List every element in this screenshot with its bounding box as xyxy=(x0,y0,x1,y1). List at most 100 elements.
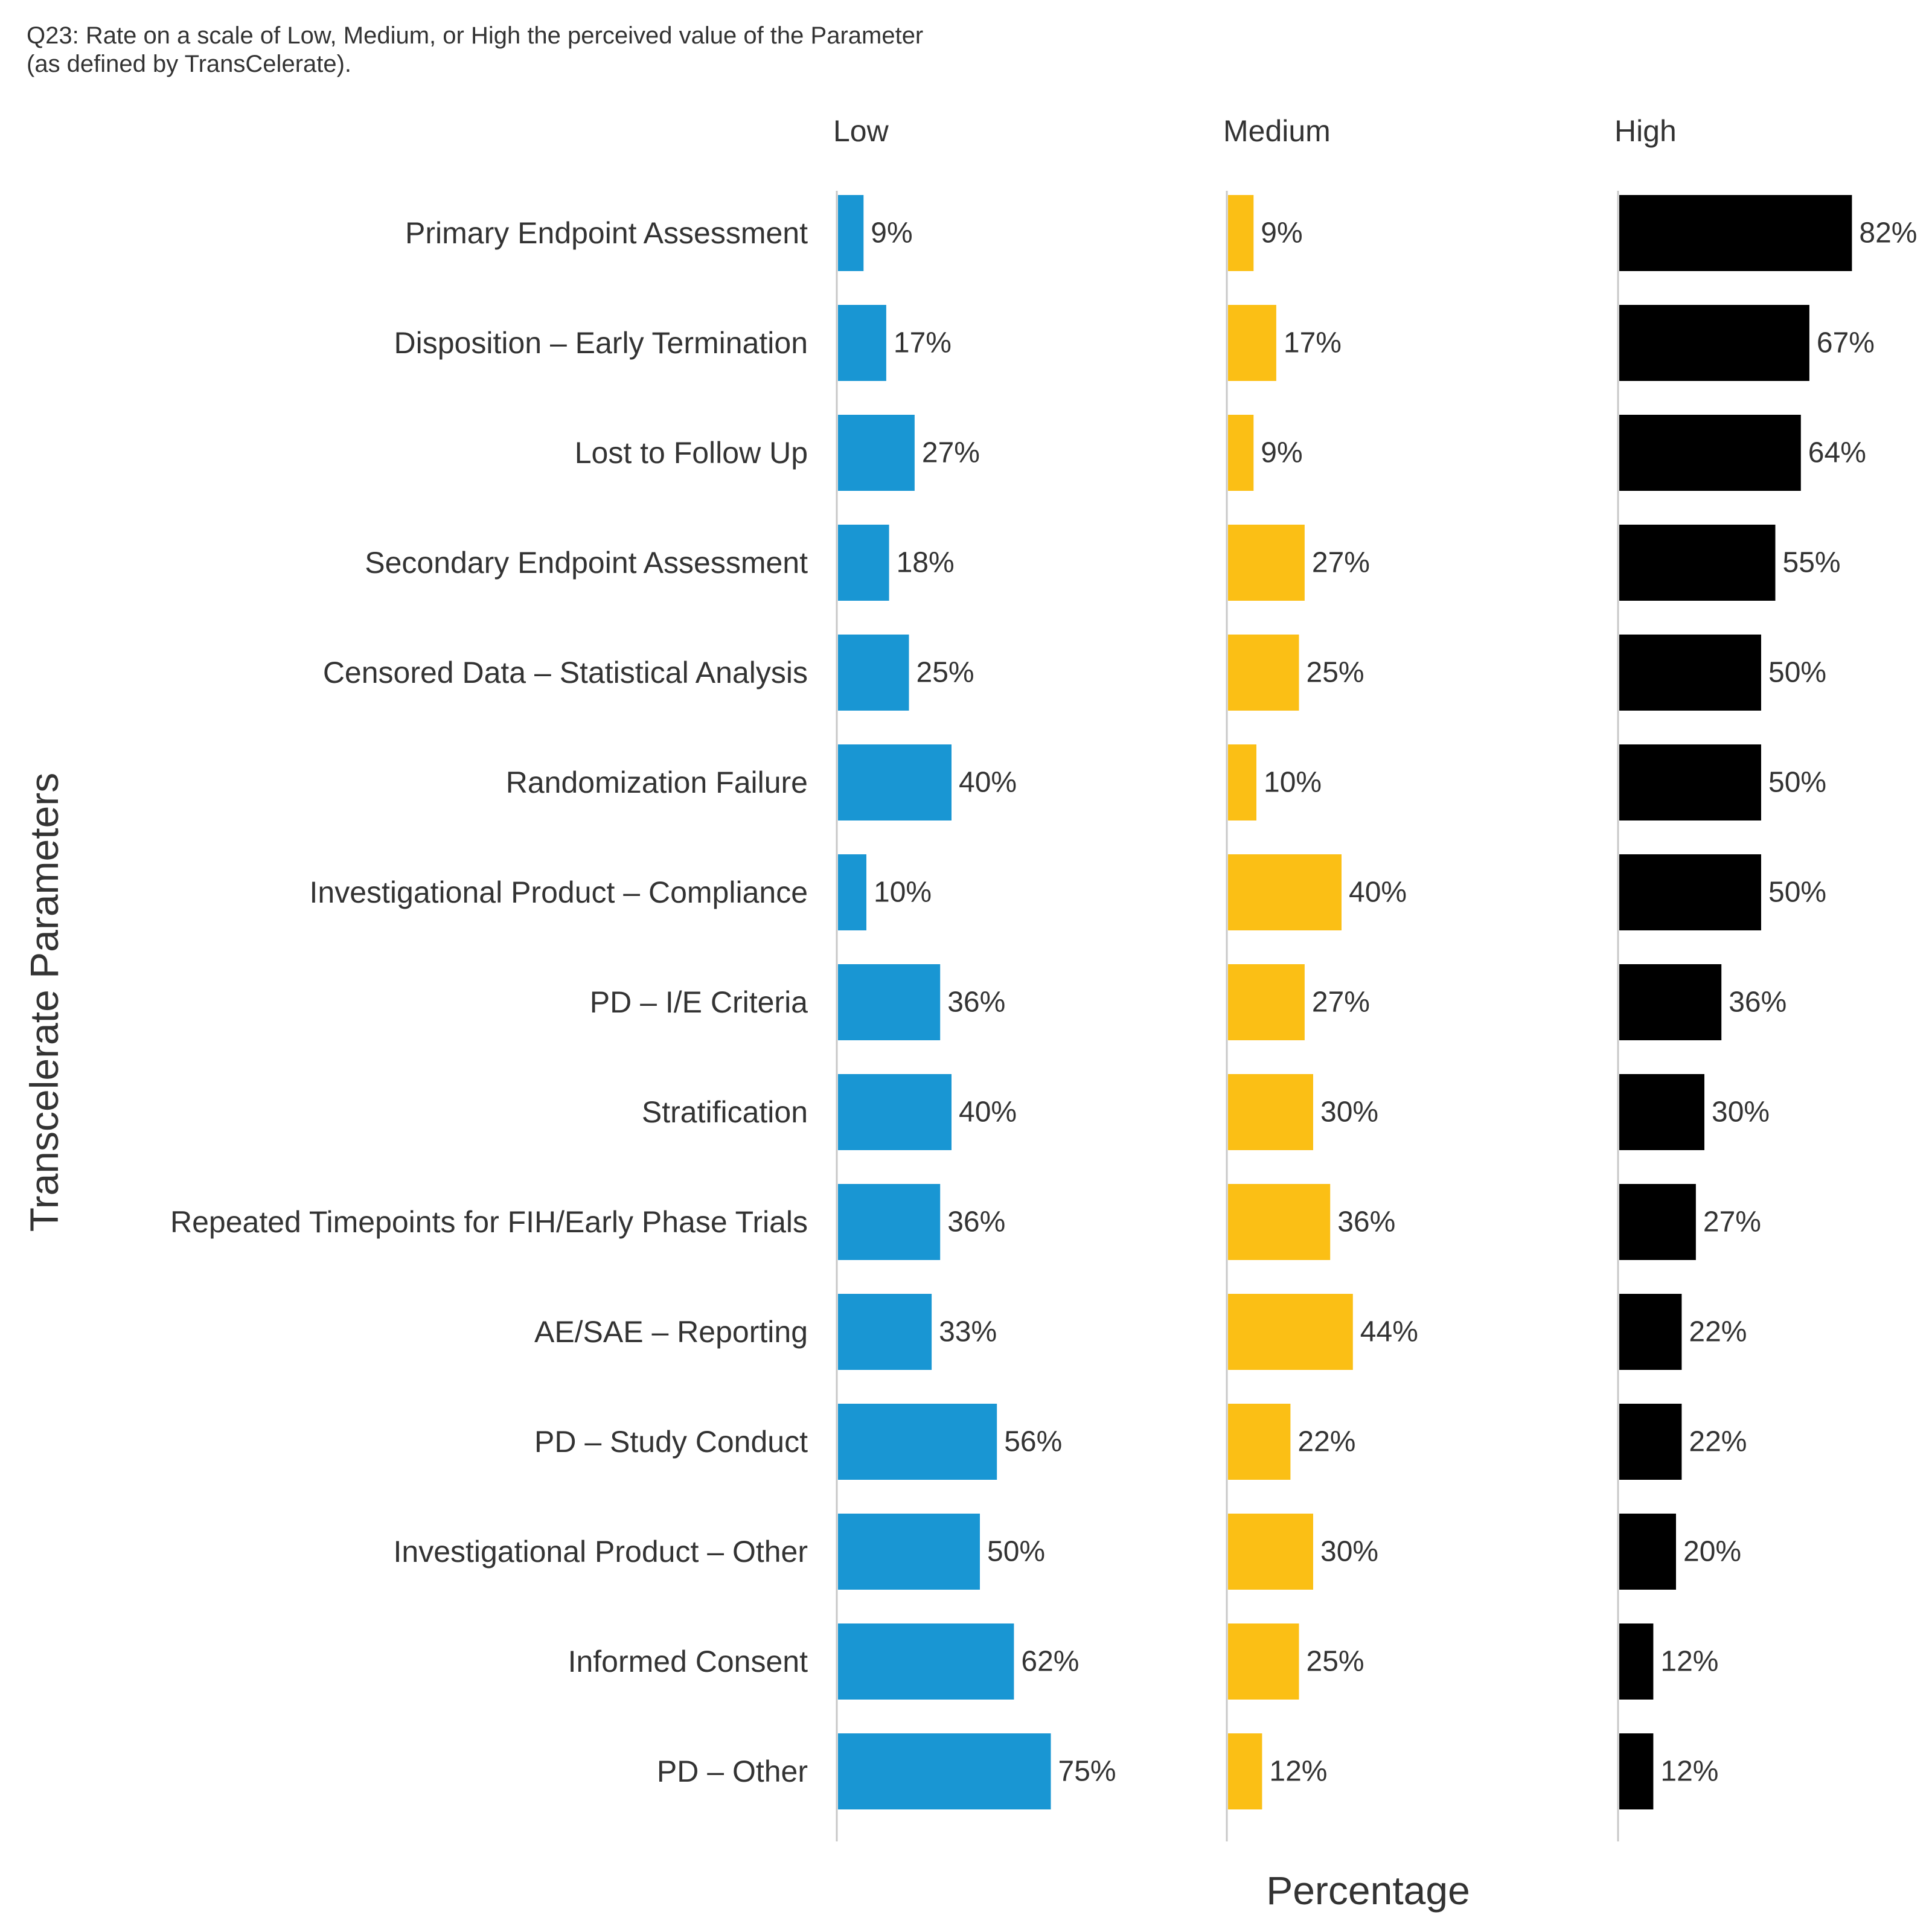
bar xyxy=(1619,525,1776,601)
category-labels: Primary Endpoint Assessment Disposition –… xyxy=(170,216,808,1788)
facet-low: Low 9% 17% 27% 18% 25% 40% 10% 36% 40% 36% 33% 56% 50… xyxy=(833,114,1116,1841)
category-label: Secondary Endpoint Assessment xyxy=(365,546,808,580)
bar xyxy=(1228,854,1342,930)
bar xyxy=(1228,1733,1262,1809)
data-label: 36% xyxy=(947,1206,1005,1238)
data-label: 40% xyxy=(959,1096,1017,1128)
data-label: 17% xyxy=(894,327,952,359)
bar xyxy=(1619,635,1761,711)
data-label: 12% xyxy=(1660,1756,1718,1788)
data-label: 33% xyxy=(939,1316,997,1348)
bar xyxy=(1228,1404,1291,1480)
data-label: 12% xyxy=(1269,1756,1327,1788)
data-label: 40% xyxy=(959,767,1017,799)
y-axis-title: Transcelerate Parameters xyxy=(22,773,66,1232)
bar xyxy=(1228,1074,1313,1150)
bar xyxy=(1228,744,1256,820)
category-label: Repeated Timepoints for FIH/Early Phase … xyxy=(170,1205,808,1239)
data-label: 27% xyxy=(1703,1206,1761,1238)
category-label: PD – Other xyxy=(657,1754,808,1788)
bar xyxy=(1228,1623,1299,1700)
bar xyxy=(1228,195,1254,271)
facet-label: Low xyxy=(833,114,889,148)
data-label: 10% xyxy=(874,877,932,909)
bar xyxy=(838,1074,952,1150)
data-label: 22% xyxy=(1689,1426,1747,1458)
category-label: Randomization Failure xyxy=(506,766,808,799)
bar xyxy=(838,635,909,711)
category-label: Disposition – Early Termination xyxy=(394,326,808,360)
data-label: 17% xyxy=(1284,327,1342,359)
data-label: 67% xyxy=(1817,327,1875,359)
bar xyxy=(838,1733,1051,1809)
data-label: 27% xyxy=(1312,987,1370,1019)
category-label: Primary Endpoint Assessment xyxy=(405,216,808,250)
chart-facets: Low 9% 17% 27% 18% 25% 40% 10% 36% 40% 36% 33% 56% 50… xyxy=(833,114,1917,1841)
bar xyxy=(1619,1184,1696,1260)
data-label: 25% xyxy=(1307,657,1364,689)
data-label: 30% xyxy=(1320,1536,1378,1568)
bar xyxy=(1619,305,1809,381)
bar xyxy=(1228,964,1305,1040)
data-label: 40% xyxy=(1349,877,1407,909)
data-label: 50% xyxy=(1768,877,1826,909)
bar xyxy=(1619,415,1801,491)
bar xyxy=(1228,305,1276,381)
category-label: Stratification xyxy=(642,1095,808,1129)
facet-high: High 82% 67% 64% 55% 50% 50% 50% 36% 30% 27% 22% 22%… xyxy=(1614,114,1917,1841)
bar xyxy=(1228,635,1299,711)
facet-label: High xyxy=(1614,114,1677,148)
bar xyxy=(1228,1514,1313,1590)
bar xyxy=(1228,415,1254,491)
data-label: 55% xyxy=(1783,547,1841,579)
data-label: 27% xyxy=(1312,547,1370,579)
category-label: Lost to Follow Up xyxy=(575,436,808,470)
data-label: 27% xyxy=(922,437,980,469)
data-label: 9% xyxy=(1261,217,1302,249)
data-label: 36% xyxy=(1337,1206,1395,1238)
bar xyxy=(1619,1733,1654,1809)
data-label: 30% xyxy=(1320,1096,1378,1128)
data-label: 50% xyxy=(987,1536,1045,1568)
bar xyxy=(1619,1623,1654,1700)
bar xyxy=(1619,854,1761,930)
bar xyxy=(838,195,864,271)
chart-title: Q23: Rate on a scale of Low, Medium, or … xyxy=(27,22,924,77)
data-label: 20% xyxy=(1683,1536,1741,1568)
data-label: 22% xyxy=(1689,1316,1747,1348)
data-label: 75% xyxy=(1058,1756,1116,1788)
bar xyxy=(838,744,952,820)
bar xyxy=(1619,1404,1682,1480)
bar xyxy=(838,1404,997,1480)
bar xyxy=(838,525,889,601)
data-label: 62% xyxy=(1021,1646,1079,1678)
bar xyxy=(1228,1294,1353,1370)
bar xyxy=(1619,1074,1704,1150)
bar xyxy=(838,854,866,930)
data-label: 9% xyxy=(1261,437,1302,469)
bar xyxy=(1619,1294,1682,1370)
bar xyxy=(1619,195,1852,271)
category-label: PD – I/E Criteria xyxy=(590,985,808,1019)
data-label: 30% xyxy=(1712,1096,1770,1128)
bar xyxy=(1619,1514,1676,1590)
category-label: Informed Consent xyxy=(568,1645,808,1678)
data-label: 9% xyxy=(871,217,912,249)
bar xyxy=(838,1294,932,1370)
data-label: 50% xyxy=(1768,767,1826,799)
bar xyxy=(1228,1184,1331,1260)
category-label: AE/SAE – Reporting xyxy=(534,1315,808,1349)
bar xyxy=(1619,964,1722,1040)
bar xyxy=(1619,744,1761,820)
data-label: 10% xyxy=(1264,767,1322,799)
category-label: Investigational Product – Other xyxy=(394,1535,808,1569)
data-label: 12% xyxy=(1660,1646,1718,1678)
facet-label: Medium xyxy=(1223,114,1331,148)
data-label: 25% xyxy=(916,657,974,689)
data-label: 82% xyxy=(1859,217,1917,249)
data-label: 50% xyxy=(1768,657,1826,689)
category-label: PD – Study Conduct xyxy=(534,1425,808,1459)
x-axis-title: Percentage xyxy=(1266,1868,1470,1913)
data-label: 36% xyxy=(1729,987,1786,1019)
category-label: Censored Data – Statistical Analysis xyxy=(323,656,808,689)
